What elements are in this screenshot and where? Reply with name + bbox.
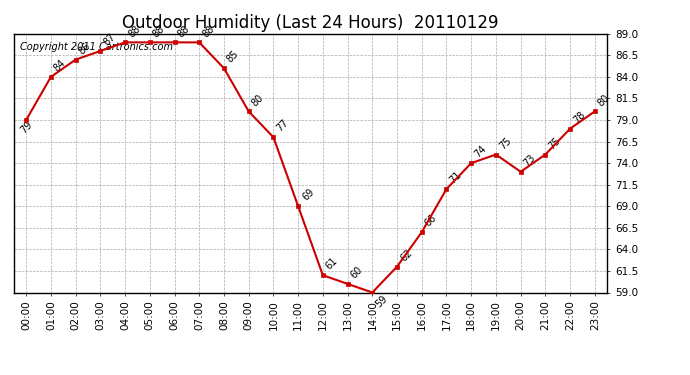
Text: 88: 88 [126, 23, 142, 39]
Text: 88: 88 [201, 23, 216, 39]
Text: 74: 74 [473, 144, 489, 160]
Text: 75: 75 [546, 135, 562, 151]
Text: 88: 88 [176, 23, 192, 39]
Text: 88: 88 [151, 23, 167, 39]
Text: 69: 69 [301, 187, 316, 203]
Text: 80: 80 [250, 92, 266, 108]
Title: Outdoor Humidity (Last 24 Hours)  20110129: Outdoor Humidity (Last 24 Hours) 2011012… [122, 14, 499, 32]
Text: 66: 66 [423, 213, 439, 229]
Text: 85: 85 [225, 49, 241, 65]
Text: 60: 60 [349, 265, 364, 280]
Text: 84: 84 [52, 58, 68, 74]
Text: 73: 73 [522, 153, 538, 168]
Text: 62: 62 [398, 248, 414, 263]
Text: 87: 87 [101, 32, 117, 48]
Text: 79: 79 [19, 120, 34, 135]
Text: 80: 80 [596, 92, 612, 108]
Text: 77: 77 [275, 118, 290, 134]
Text: 61: 61 [324, 256, 340, 272]
Text: 86: 86 [77, 40, 92, 56]
Text: 71: 71 [448, 170, 464, 186]
Text: 78: 78 [571, 110, 587, 125]
Text: 59: 59 [373, 294, 389, 310]
Text: 75: 75 [497, 135, 513, 151]
Text: Copyright 2011 Cartronics.com: Copyright 2011 Cartronics.com [20, 42, 172, 51]
